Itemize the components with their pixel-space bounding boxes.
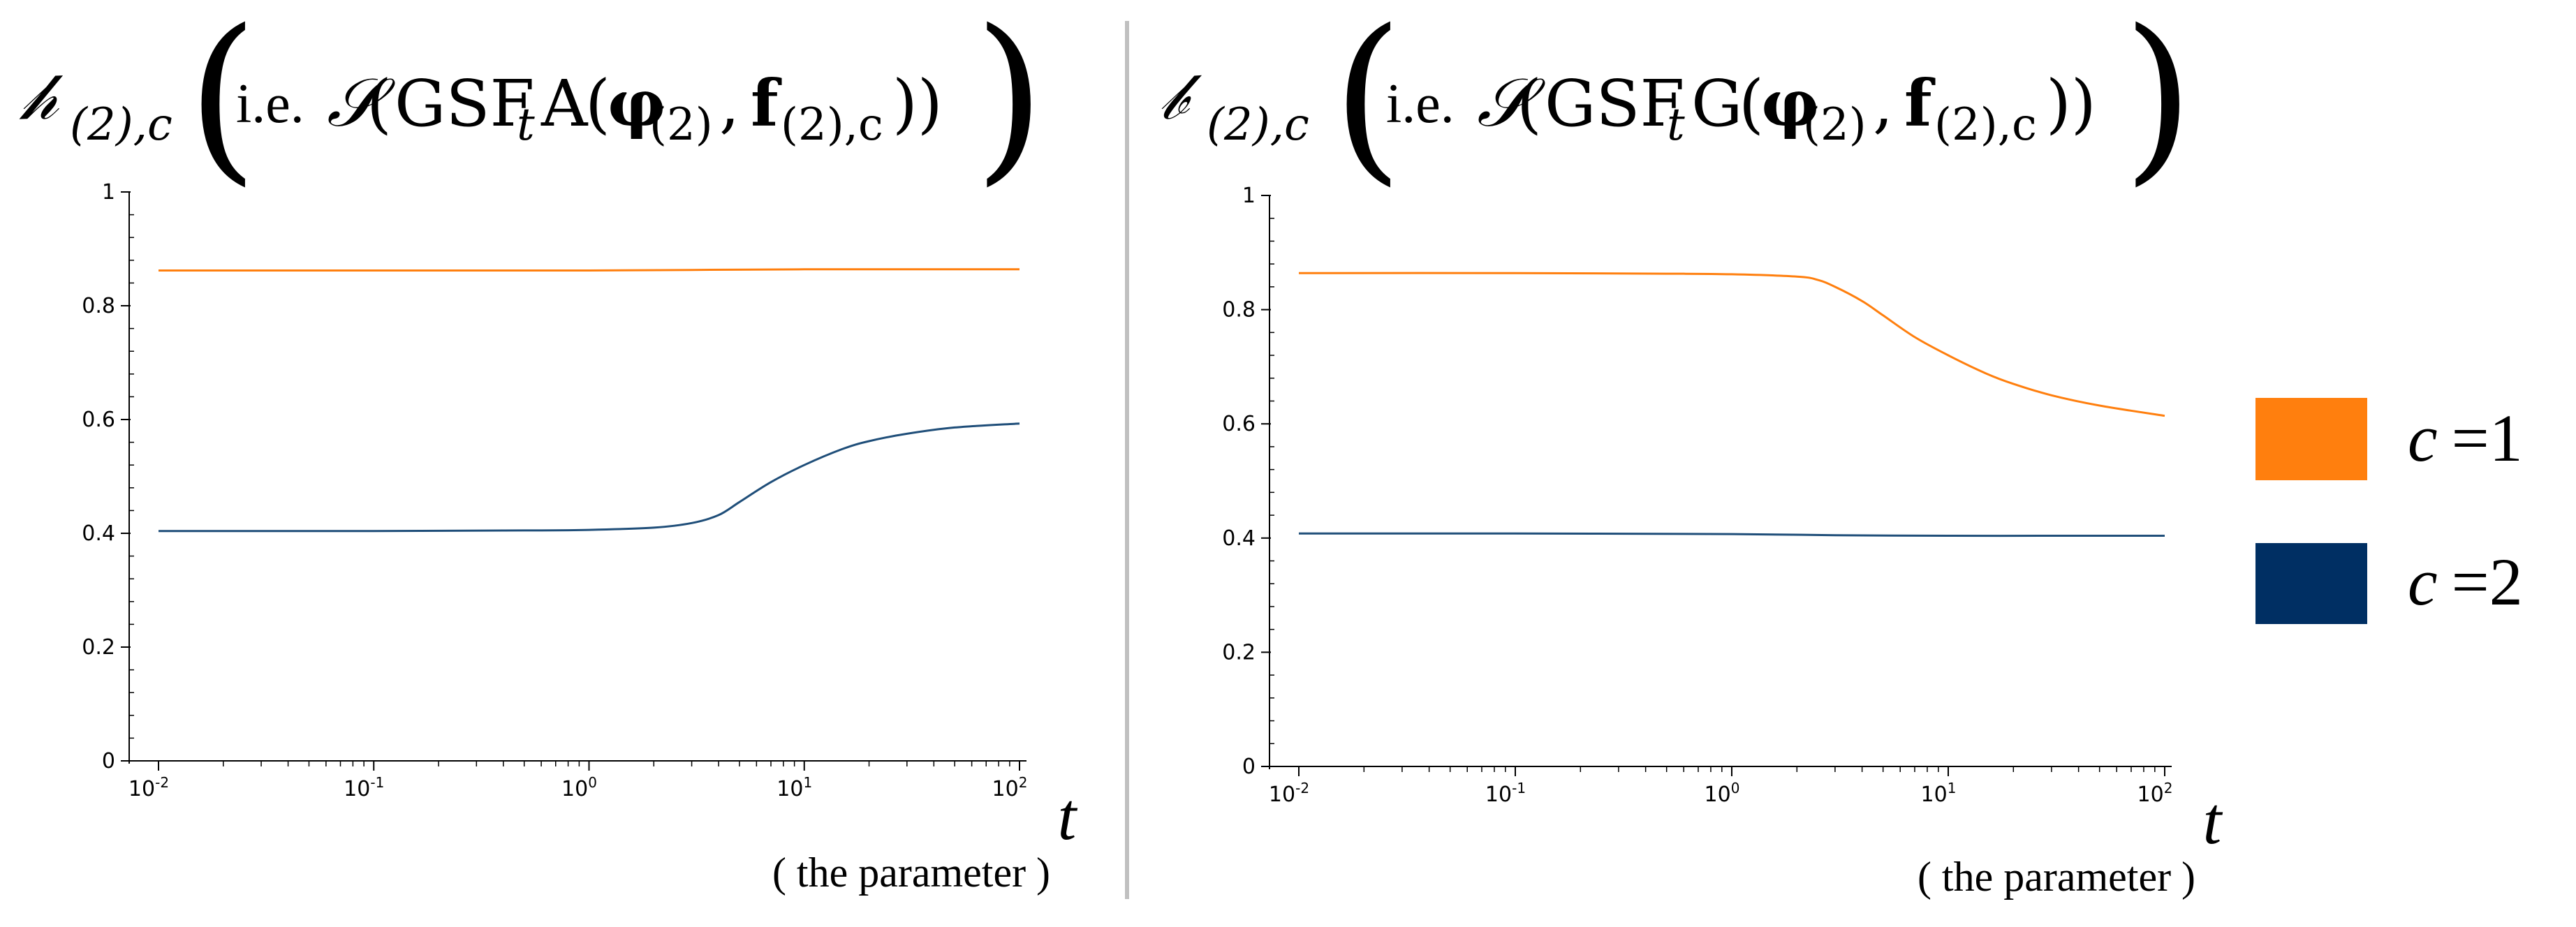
left-y-tick-label: 0.6: [82, 408, 115, 432]
left-y-tick-label: 0.8: [82, 294, 115, 318]
right-title-close-paren: ): [2123, 0, 2193, 202]
left-title-op: A: [540, 66, 589, 141]
left-x-tick-label: 102: [992, 774, 1028, 801]
left-xlabel: t: [1058, 779, 1078, 854]
right-y-tick-label: 0.2: [1222, 640, 1256, 665]
right-title: 𝒷 (2),c ( i.e. 𝒮 ( GSF t G ( φ (2) , f (…: [1159, 0, 2193, 202]
left-title-open-paren: (: [187, 0, 258, 202]
left-title-ie: i.e.: [236, 73, 304, 135]
right-y-tick-label: 0: [1242, 755, 1256, 779]
right-y-tick-label: 0.4: [1222, 526, 1256, 551]
right-title-arg2-sub: (2),c: [1934, 99, 2037, 151]
left-y-tick-label: 0.2: [82, 635, 115, 660]
left-title-arg-lparen: (: [585, 66, 610, 141]
right-title-lparen: (: [1517, 66, 1542, 141]
right-title-arg1: φ: [1761, 66, 1819, 141]
right-chart: 0 0.2 0.4 0.6 0.8 1 10-2 10-1 100 101 102: [1222, 184, 2172, 807]
legend: c =1 c =2: [2255, 398, 2523, 624]
right-x-tick-label: 100: [1705, 780, 1740, 807]
left-title-arg2: f: [751, 66, 782, 141]
right-title-arg-lparen: (: [1739, 66, 1764, 141]
left-title: 𝒽 (2),c ( i.e. 𝒮 ( GSF t A ( φ (2) , f (…: [19, 0, 1045, 202]
right-title-comma: ,: [1873, 66, 1893, 141]
left-title-subscript: (2),c: [70, 99, 172, 151]
left-title-inner-sub: t: [517, 99, 535, 151]
right-xlabel: t: [2203, 783, 2223, 858]
right-y-tick-label: 0.8: [1222, 298, 1256, 322]
right-title-op: G: [1691, 66, 1743, 141]
left-x-tick-label: 100: [561, 774, 597, 801]
legend-swatch-c1: [2255, 398, 2367, 480]
left-title-prefix: GSF: [395, 66, 534, 141]
right-series-line-c1: [1298, 272, 2165, 417]
left-y-tick-label: 0.4: [82, 521, 115, 546]
left-xlabel-note: ( the parameter ): [772, 850, 1050, 896]
left-x-tick-label: 101: [777, 774, 812, 801]
left-series-line-c2: [158, 422, 1020, 533]
right-title-arg2: f: [1904, 66, 1936, 141]
right-x-tick-label: 10-2: [1269, 780, 1309, 807]
right-title-ie: i.e.: [1386, 73, 1455, 135]
right-title-open-paren: (: [1332, 0, 1403, 202]
left-x-tick-label: 10-2: [128, 774, 169, 801]
right-x-tick-label: 101: [1921, 780, 1957, 807]
right-y-tick-label: 1: [1242, 184, 1256, 208]
right-title-arg1-sub: (2): [1803, 99, 1867, 151]
right-title-subscript: (2),c: [1207, 99, 1309, 151]
legend-label-c2: c =2: [2408, 544, 2523, 619]
right-title-rparens: )): [2046, 66, 2096, 141]
right-x-tick-label: 10-1: [1485, 780, 1526, 807]
right-xlabel-note: ( the parameter ): [1918, 854, 2195, 900]
right-title-prefix: GSF: [1545, 66, 1684, 141]
left-series-line-c1: [159, 268, 1020, 272]
left-title-arg1: φ: [608, 66, 665, 141]
left-title-close-paren: ): [974, 0, 1045, 202]
left-title-rparens: )): [892, 66, 943, 141]
right-y-tick-label: 0.6: [1222, 412, 1256, 436]
left-chart: 0 0.2 0.4 0.6 0.8 1 10-2 10-1 100 101 102: [82, 180, 1027, 801]
right-x-tick-label: 102: [2137, 780, 2173, 807]
left-title-arg2-sub: (2),c: [781, 99, 883, 151]
left-title-arg1-sub: (2): [649, 99, 713, 151]
right-title-inner-sub: t: [1667, 99, 1685, 151]
right-title-symbol: 𝒷: [1159, 59, 1202, 134]
left-title-comma: ,: [719, 66, 739, 141]
left-x-tick-label: 10-1: [344, 774, 384, 801]
legend-label-c1: c =1: [2408, 401, 2523, 475]
left-y-tick-label: 1: [102, 180, 115, 205]
left-y-tick-label: 0: [102, 749, 115, 773]
left-title-symbol: 𝒽: [19, 59, 64, 134]
right-series-line-c2: [1298, 532, 2165, 537]
left-title-lparen: (: [367, 66, 392, 141]
legend-swatch-c2: [2255, 543, 2367, 624]
